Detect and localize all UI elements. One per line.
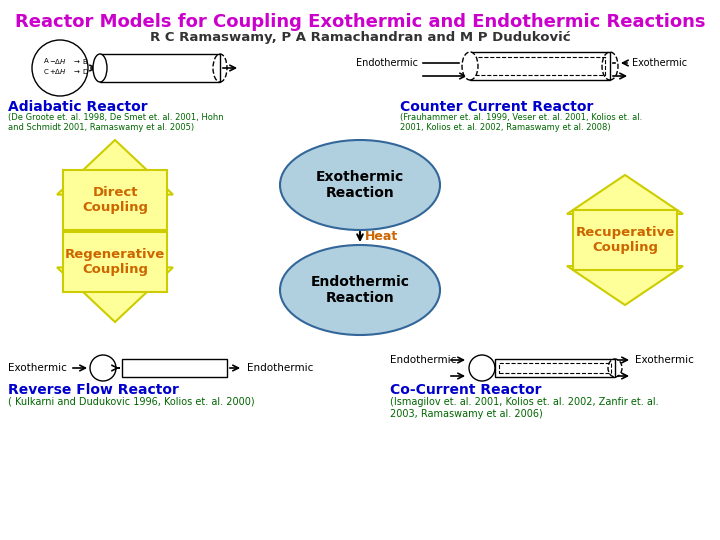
Text: Endothermic: Endothermic (247, 363, 313, 373)
Text: ( Kulkarni and Dudukovic 1996, Kolios et. al. 2000): ( Kulkarni and Dudukovic 1996, Kolios et… (8, 397, 255, 407)
Text: $-\Delta H$: $-\Delta H$ (49, 57, 67, 65)
Circle shape (469, 355, 495, 381)
Text: Endothermic
Reaction: Endothermic Reaction (310, 275, 410, 305)
Text: Counter Current Reactor: Counter Current Reactor (400, 100, 593, 114)
Text: Exothermic: Exothermic (632, 58, 687, 68)
Text: (De Groote et. al. 1998, De Smet et. al. 2001, Hohn
and Schmidt 2001, Ramaswamy : (De Groote et. al. 1998, De Smet et. al.… (8, 113, 224, 132)
Text: Exothermic: Exothermic (8, 363, 67, 373)
Ellipse shape (93, 54, 107, 82)
Text: Co-Current Reactor: Co-Current Reactor (390, 383, 541, 397)
Bar (499, 363, 611, 373)
Bar (573, 210, 677, 270)
Text: Exothermic
Reaction: Exothermic Reaction (316, 170, 404, 200)
Text: Endothermic: Endothermic (356, 58, 418, 68)
Text: $\rightarrow$ B: $\rightarrow$ B (72, 57, 89, 65)
Text: Endothermic: Endothermic (390, 355, 456, 365)
Text: Adiabatic Reactor: Adiabatic Reactor (8, 100, 148, 114)
Text: Heat: Heat (365, 231, 398, 244)
Bar (63, 170, 167, 230)
Bar (470, 52, 610, 80)
Text: Regenerative
Coupling: Regenerative Coupling (65, 248, 165, 276)
Bar (122, 359, 227, 377)
Text: A: A (44, 58, 48, 64)
Text: C: C (44, 69, 48, 75)
Text: Reverse Flow Reactor: Reverse Flow Reactor (8, 383, 179, 397)
Circle shape (32, 40, 88, 96)
Text: $+\Delta H$: $+\Delta H$ (49, 68, 67, 77)
Circle shape (90, 355, 116, 381)
Polygon shape (57, 140, 173, 322)
Text: Direct
Coupling: Direct Coupling (82, 186, 148, 214)
Text: Reactor Models for Coupling Exothermic and Endothermic Reactions: Reactor Models for Coupling Exothermic a… (14, 13, 706, 31)
Text: $\rightarrow$ D: $\rightarrow$ D (72, 68, 90, 77)
Text: (Ismagilov et. al. 2001, Kolios et. al. 2002, Zanfir et. al.
2003, Ramaswamy et : (Ismagilov et. al. 2001, Kolios et. al. … (390, 397, 659, 418)
Ellipse shape (280, 245, 440, 335)
Text: Recuperative
Coupling: Recuperative Coupling (575, 226, 675, 254)
Bar (63, 232, 167, 292)
Ellipse shape (462, 52, 478, 80)
Text: Exothermic: Exothermic (635, 355, 694, 365)
Polygon shape (567, 175, 683, 305)
Ellipse shape (280, 140, 440, 230)
Bar (495, 359, 615, 377)
Bar (100, 54, 220, 82)
Bar (475, 57, 605, 75)
Text: R C Ramaswamy, P A Ramachandran and M P Duduković: R C Ramaswamy, P A Ramachandran and M P … (150, 31, 570, 44)
Text: (Frauhammer et. al. 1999, Veser et. al. 2001, Kolios et. al.
2001, Kolios et. al: (Frauhammer et. al. 1999, Veser et. al. … (400, 113, 642, 132)
